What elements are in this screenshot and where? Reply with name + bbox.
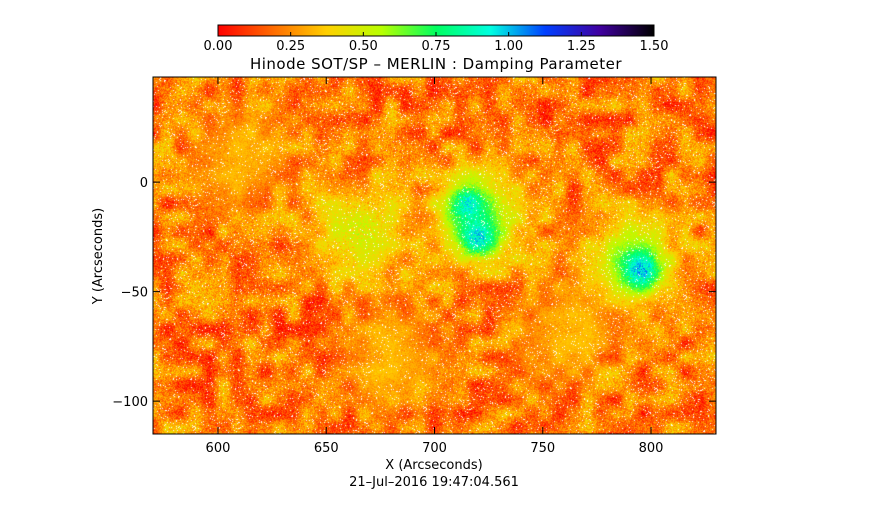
colorbar-tick-label: 0.25 — [276, 39, 305, 54]
x-tick-label: 750 — [530, 441, 555, 456]
colorbar-tick-label: 0.00 — [204, 39, 233, 54]
colorbar-tick-label: 1.25 — [567, 39, 596, 54]
heatmap-canvas — [153, 77, 716, 434]
timestamp-label: 21–Jul–2016 19:47:04.561 — [349, 475, 519, 490]
colorbar-tick-label: 1.50 — [640, 39, 669, 54]
colorbar-tick-label: 1.00 — [494, 39, 523, 54]
x-tick-label: 650 — [314, 441, 339, 456]
heatmap-image — [153, 77, 716, 434]
x-tick-label: 700 — [422, 441, 447, 456]
x-tick-label: 600 — [206, 441, 231, 456]
y-tick-label: 0 — [140, 176, 148, 191]
colorbar-tick-label: 0.50 — [349, 39, 378, 54]
colorbar: 0.00 0.25 0.50 0.75 1.00 1.25 1.50 — [204, 24, 669, 54]
y-tick-label: −100 — [112, 395, 148, 410]
x-axis-label: X (Arcseconds) — [385, 458, 482, 473]
chart-title: Hinode SOT/SP – MERLIN : Damping Paramet… — [250, 55, 622, 73]
x-axis: 600 650 700 750 800 — [206, 77, 664, 456]
y-axis-label: Y (Arcseconds) — [91, 208, 106, 305]
x-tick-label: 800 — [639, 441, 664, 456]
colorbar-tick-label: 0.75 — [422, 39, 451, 54]
y-axis: 0 −50 −100 — [112, 176, 716, 410]
y-tick-label: −50 — [121, 286, 148, 301]
